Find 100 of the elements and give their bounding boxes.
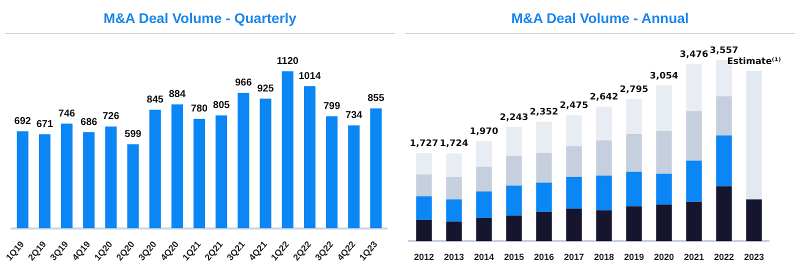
- data-label: 671: [36, 118, 54, 130]
- data-label: 692: [14, 116, 32, 127]
- bar: [596, 210, 612, 242]
- bar: [566, 208, 582, 242]
- bar: [506, 186, 522, 216]
- bar: [506, 127, 522, 156]
- bar: [38, 134, 50, 228]
- bar: [171, 104, 183, 228]
- data-label: 746: [58, 108, 76, 120]
- bar: [348, 125, 360, 228]
- data-label: 884: [168, 89, 186, 100]
- bar: [656, 204, 672, 242]
- bar: [536, 182, 552, 212]
- bar: [476, 166, 492, 192]
- annotation: 3,476: [680, 50, 708, 60]
- data-label: 726: [102, 111, 120, 122]
- x-tick-label: 2015: [504, 252, 524, 262]
- bar: [506, 216, 522, 242]
- annotation: 2,475: [560, 100, 588, 111]
- bar: [536, 122, 552, 153]
- x-tick-label: 2014: [474, 252, 494, 262]
- data-label: 845: [146, 94, 164, 106]
- bar: [260, 98, 272, 228]
- bar: [506, 156, 522, 186]
- data-label: 1014: [298, 70, 322, 82]
- bar: [105, 126, 117, 228]
- bar: [476, 192, 492, 218]
- bar: [686, 160, 702, 202]
- bar: [61, 124, 73, 228]
- bar: [127, 144, 139, 228]
- bar: [304, 86, 316, 228]
- bar: [686, 202, 702, 242]
- bar: [446, 199, 462, 222]
- data-label: 686: [80, 116, 98, 128]
- bar: [194, 118, 206, 228]
- annotation: 3,557: [710, 46, 738, 56]
- bar: [626, 206, 642, 242]
- x-tick-label: 2016: [534, 252, 554, 262]
- data-label: 1120: [276, 56, 299, 67]
- annotation: 2,795: [620, 84, 648, 95]
- bar: [446, 153, 462, 178]
- x-tick-label: 2017: [564, 252, 584, 262]
- bar: [626, 134, 642, 172]
- data-label: 599: [124, 129, 142, 140]
- bar: [746, 71, 762, 200]
- annotation: 1,724: [440, 139, 468, 150]
- bar: [716, 96, 732, 136]
- bar: [326, 116, 338, 228]
- data-label: 925: [257, 83, 274, 94]
- bar: [446, 222, 462, 242]
- x-tick-label: 2020: [654, 252, 674, 262]
- bar: [596, 106, 612, 140]
- data-label: 734: [346, 110, 363, 122]
- data-label: 855: [368, 93, 385, 104]
- annotation: 2,352: [530, 107, 558, 118]
- bar: [416, 196, 432, 220]
- annotation: 1,727: [410, 138, 438, 149]
- x-tick-label: 2019: [624, 252, 644, 262]
- x-tick-label: 2021: [684, 252, 704, 262]
- bar: [416, 153, 432, 174]
- bar: [626, 98, 642, 134]
- chart-title: M&A Deal Volume - Quarterly: [5, 0, 395, 34]
- bar: [686, 111, 702, 161]
- bar: [149, 110, 161, 228]
- chart-title: M&A Deal Volume - Annual: [405, 0, 795, 34]
- annotation: 1,970: [470, 126, 498, 137]
- bar: [536, 212, 552, 242]
- bar: [686, 64, 702, 112]
- data-label: 780: [190, 104, 208, 115]
- data-label: 966: [235, 78, 252, 89]
- x-tick-label: 2018: [594, 252, 614, 262]
- annotation: Estimate⁽¹⁾: [727, 56, 782, 67]
- bar: [716, 186, 732, 242]
- bar: [566, 115, 582, 146]
- bar: [446, 177, 462, 200]
- bar: [716, 136, 732, 186]
- bar: [566, 176, 582, 209]
- bar: [626, 172, 642, 206]
- x-tick-label: 2022: [714, 252, 734, 262]
- bar: [566, 146, 582, 177]
- bar: [416, 174, 432, 196]
- bar: [536, 152, 552, 183]
- data-label: 799: [323, 100, 341, 112]
- bar: [370, 108, 382, 228]
- bar: [282, 71, 294, 228]
- bar: [656, 130, 672, 174]
- bar: [16, 131, 28, 228]
- annotation: 2,243: [500, 112, 528, 123]
- bar: [216, 115, 228, 228]
- x-tick-label: 2013: [444, 252, 464, 262]
- bar: [596, 176, 612, 210]
- bar: [746, 199, 762, 242]
- bar: [596, 140, 612, 176]
- bar: [476, 218, 492, 242]
- bar: [656, 86, 672, 131]
- bar: [476, 140, 492, 167]
- x-tick-label: 2012: [414, 252, 434, 262]
- annotation: 3,054: [650, 71, 678, 82]
- bar: [83, 132, 95, 228]
- data-label: 805: [213, 100, 230, 112]
